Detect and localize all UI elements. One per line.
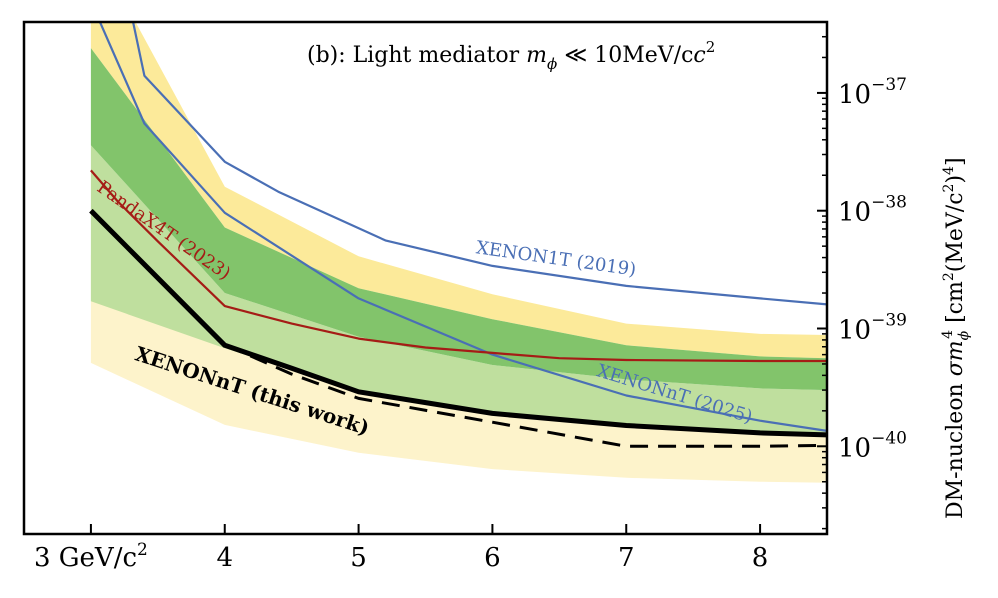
x-tick-label: 6 xyxy=(484,543,501,573)
series-xenon1t-2019 xyxy=(131,22,827,306)
x-tick-label: 7 xyxy=(618,543,635,573)
y-axis-label: DM-nucleon σmϕ4 [cm2(MeV/c2)4] xyxy=(940,157,972,519)
y-tick-label: 10−40 xyxy=(838,428,907,463)
series-xenonnt-median-sensitivity xyxy=(224,343,827,448)
x-tick-label: 5 xyxy=(350,543,367,573)
y-axis: 10−37 10−38 10−39 10−40 xyxy=(817,21,907,530)
y-tick-label: 10−39 xyxy=(838,310,907,345)
y-tick-label: 10−37 xyxy=(838,75,907,110)
plot-frame xyxy=(22,20,829,536)
chart-title: (b): Light mediator mϕ ≪ 10MeV/cc2 xyxy=(307,38,715,73)
upper-1-band xyxy=(90,48,827,391)
upper-2-band xyxy=(90,22,827,359)
series-xenonnt-2025 xyxy=(98,22,827,432)
x-axis: 3 GeV/c2 4 5 6 7 8 xyxy=(34,524,768,573)
x-tick-label: 4 xyxy=(216,543,233,573)
limit-curves xyxy=(89,22,827,448)
y-tick-label: 10−38 xyxy=(838,193,907,228)
label-xenon1t-2019: XENON1T (2019) xyxy=(475,237,638,280)
series-pandax4t-2023 xyxy=(90,169,827,363)
x-tick-label: 3 GeV/c2 xyxy=(34,540,148,573)
x-tick-label: 8 xyxy=(752,543,769,573)
series-xenonnt-this-work xyxy=(89,208,827,438)
